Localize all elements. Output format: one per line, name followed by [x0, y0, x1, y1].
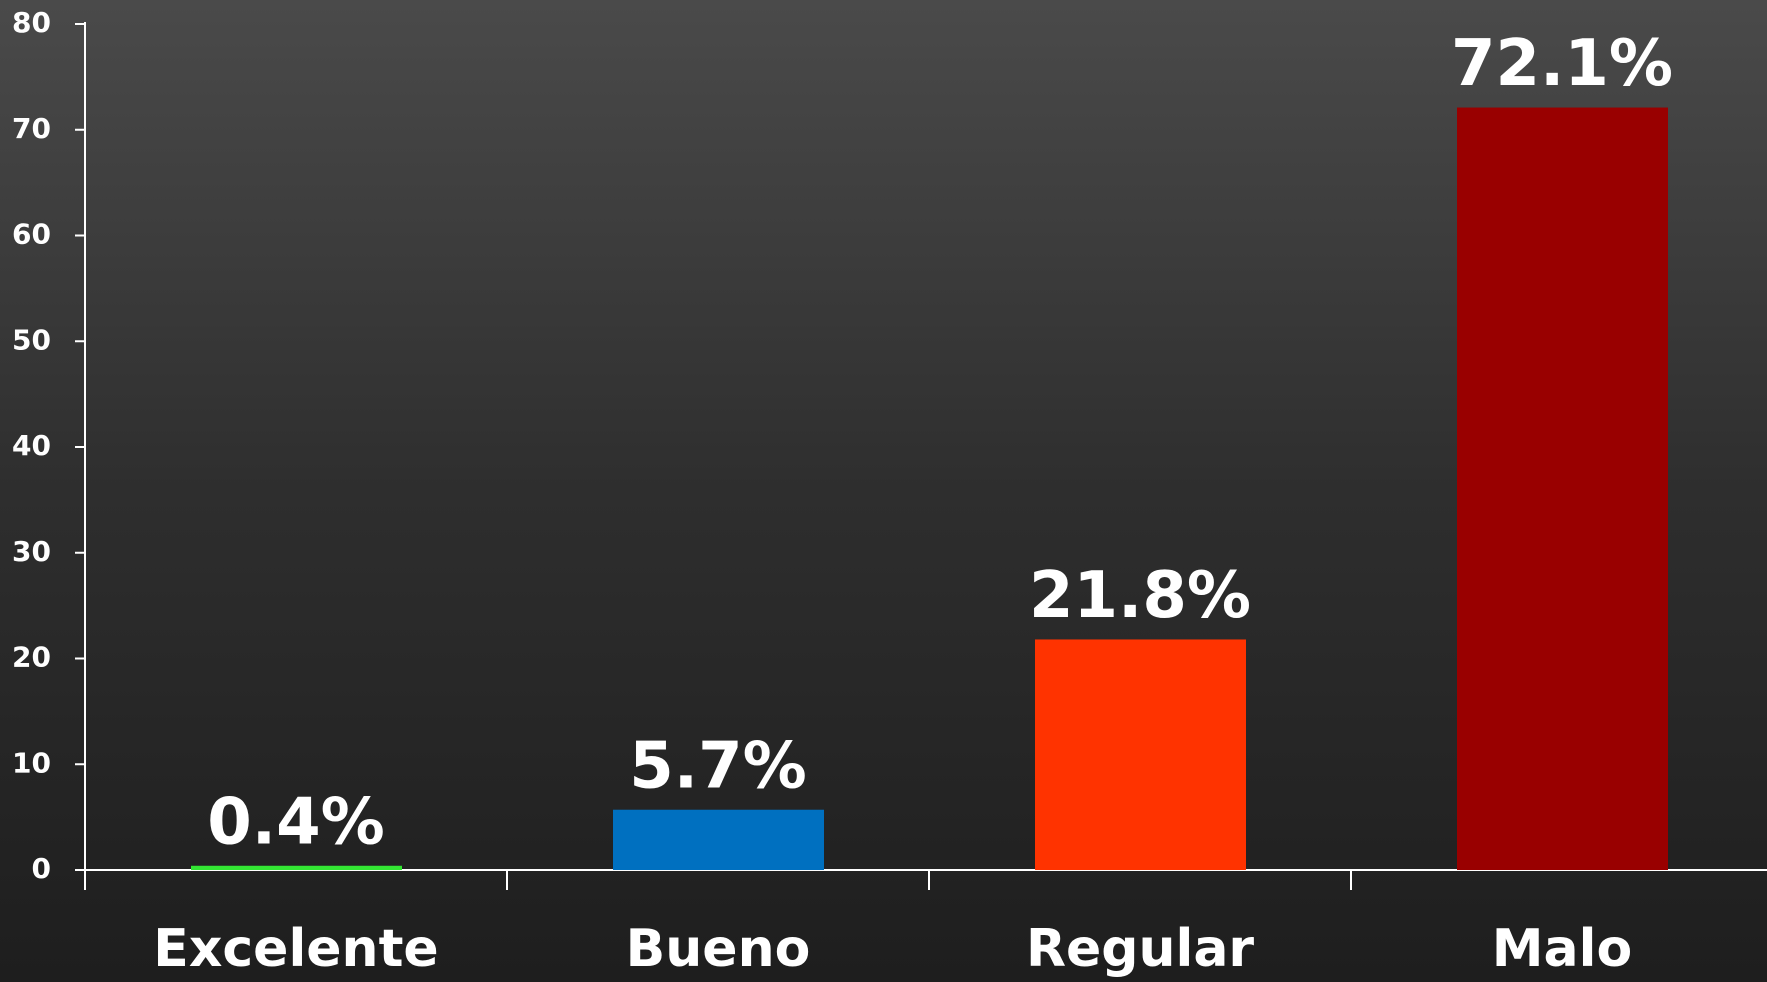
bar — [1457, 108, 1668, 870]
value-label: 72.1% — [1451, 27, 1673, 101]
x-tick-label: Regular — [1026, 919, 1254, 979]
value-label: 5.7% — [629, 729, 807, 803]
y-tick-label: 30 — [12, 535, 51, 568]
y-tick-label: 0 — [32, 852, 51, 885]
value-label: 0.4% — [207, 785, 385, 859]
y-tick-label: 80 — [12, 6, 51, 39]
x-tick-label: Bueno — [626, 919, 811, 979]
y-tick-label: 60 — [12, 218, 51, 251]
y-tick-label: 40 — [12, 429, 51, 462]
x-tick-label: Excelente — [153, 919, 438, 979]
value-label: 21.8% — [1029, 559, 1251, 633]
y-tick-label: 20 — [12, 641, 51, 674]
bar — [1035, 639, 1246, 870]
y-tick-label: 50 — [12, 323, 51, 356]
bar — [613, 810, 824, 870]
y-tick-label: 10 — [12, 746, 51, 779]
chart: 0 10 20 30 40 50 60 70 80 Excelente 0.4% Bueno 5.7% R… — [0, 0, 1767, 982]
x-tick-label: Malo — [1492, 919, 1632, 979]
bar — [191, 866, 402, 870]
y-tick-label: 70 — [12, 112, 51, 145]
